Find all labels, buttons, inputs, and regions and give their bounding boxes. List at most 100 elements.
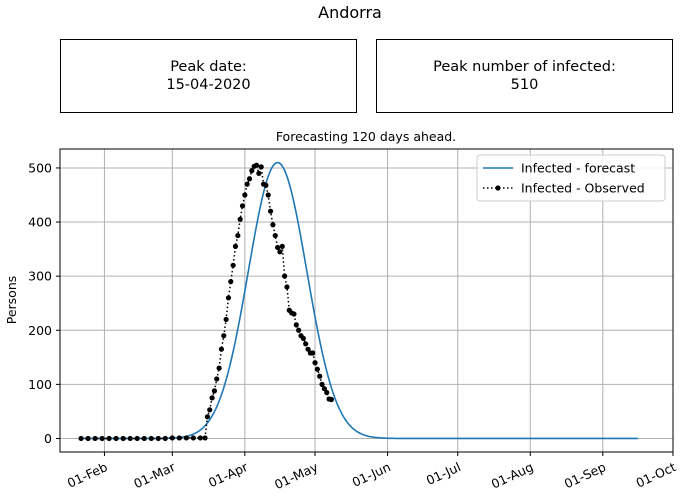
y-tick-label: 500 xyxy=(28,160,52,175)
observed-point xyxy=(312,360,318,366)
y-axis-label: Persons xyxy=(4,276,19,325)
peak-number-value: 510 xyxy=(510,77,539,93)
observed-point xyxy=(141,435,147,442)
observed-point xyxy=(277,249,283,255)
observed-point xyxy=(279,243,285,249)
x-tick-label: 01-May xyxy=(272,459,321,492)
observed-point xyxy=(300,335,306,341)
observed-point xyxy=(328,396,334,403)
observed-point xyxy=(99,435,105,442)
observed-point xyxy=(92,435,98,442)
observed-point xyxy=(197,435,203,441)
observed-point xyxy=(221,333,227,339)
observed-point xyxy=(256,170,262,176)
observed-point xyxy=(265,192,271,198)
y-tick-label: 300 xyxy=(28,269,52,284)
legend: Infected - forecast Infected - Observed xyxy=(476,154,666,202)
x-tick-label: 01-Feb xyxy=(65,459,110,491)
observed-point xyxy=(235,232,241,239)
axis-ticks: 01-Feb 01-Mar 01-Apr 01-May 01-Jun 01-Jul 01-A… xyxy=(28,160,678,492)
plot-frame xyxy=(59,148,674,453)
observed-point xyxy=(258,164,264,170)
observed-point xyxy=(202,435,208,441)
observed-point xyxy=(113,435,119,442)
observed-point xyxy=(319,381,325,387)
peak-date-value: 15-04-2020 xyxy=(166,77,251,93)
observed-point xyxy=(267,208,274,214)
observed-point xyxy=(282,273,288,279)
series-layer xyxy=(78,161,638,442)
observed-point xyxy=(303,341,309,347)
y-tick-label: 400 xyxy=(28,215,52,230)
observed-point xyxy=(218,346,225,352)
x-tick-label: 01-Apr xyxy=(206,459,251,491)
observed-point xyxy=(190,435,196,441)
observed-point xyxy=(127,435,133,442)
observed-point xyxy=(211,388,218,394)
observed-point xyxy=(263,182,269,188)
observed-point xyxy=(314,366,320,372)
observed-point xyxy=(162,435,168,442)
x-tick-label: 01-Sep xyxy=(562,459,608,491)
observed-point xyxy=(310,350,316,356)
observed-point xyxy=(291,311,297,317)
x-tick-label: 01-Jun xyxy=(350,459,393,490)
figure-title: Andorra xyxy=(318,3,382,22)
legend-observed-marker xyxy=(495,185,501,191)
observed-point xyxy=(209,395,215,401)
observed-point xyxy=(106,435,112,442)
observed-point xyxy=(85,435,91,442)
x-tick-label: 01-Mar xyxy=(131,459,178,492)
observed-point xyxy=(216,365,222,371)
peak-date-label: Peak date: xyxy=(170,59,247,75)
legend-box xyxy=(476,154,666,202)
observed-point xyxy=(232,243,239,249)
observed-point xyxy=(120,435,126,442)
observed-point xyxy=(253,162,260,168)
observed-point xyxy=(324,389,330,396)
observed-line xyxy=(81,164,332,440)
observed-point xyxy=(237,216,243,222)
x-tick-label: 01-Jul xyxy=(424,459,463,488)
observed-point xyxy=(249,168,255,174)
observed-point xyxy=(134,435,140,442)
observed-point xyxy=(223,316,229,323)
observed-point xyxy=(169,435,175,441)
observed-point xyxy=(230,262,236,268)
peak-number-label: Peak number of infected: xyxy=(433,59,616,75)
x-tick-label: 01-Aug xyxy=(489,459,536,491)
forecast-line xyxy=(81,161,638,440)
observed-point xyxy=(274,244,281,251)
observed-point xyxy=(204,414,210,420)
legend-forecast-label: Infected - forecast xyxy=(521,161,635,176)
observed-point xyxy=(239,203,246,209)
observed-point xyxy=(78,435,84,442)
x-tick-label: 01-Oct xyxy=(634,459,679,491)
chart-title: Forecasting 120 days ahead. xyxy=(276,129,456,144)
y-tick-label: 100 xyxy=(28,377,52,392)
observed-point xyxy=(321,386,327,392)
observed-point xyxy=(207,407,213,413)
y-tick-label: 0 xyxy=(44,431,52,446)
observed-point xyxy=(244,181,250,187)
peak-number-box: Peak number of infected: 510 xyxy=(376,39,673,113)
observed-point xyxy=(148,435,154,442)
y-tick-label: 200 xyxy=(28,323,52,338)
observed-point xyxy=(293,322,299,328)
observed-point xyxy=(270,222,276,228)
observed-point xyxy=(284,284,290,290)
observed-point xyxy=(183,435,189,441)
observed-point xyxy=(176,435,182,441)
observed-point xyxy=(305,346,311,352)
observed-point xyxy=(272,232,278,239)
legend-observed-label: Infected - Observed xyxy=(521,181,645,196)
observed-point xyxy=(228,278,234,285)
peak-date-box: Peak date: 15-04-2020 xyxy=(60,39,357,113)
observed-point xyxy=(296,327,302,333)
observed-point xyxy=(317,373,323,379)
observed-point xyxy=(214,376,220,382)
observed-point xyxy=(225,295,232,301)
observed-point xyxy=(242,192,248,198)
observed-point xyxy=(155,435,161,442)
